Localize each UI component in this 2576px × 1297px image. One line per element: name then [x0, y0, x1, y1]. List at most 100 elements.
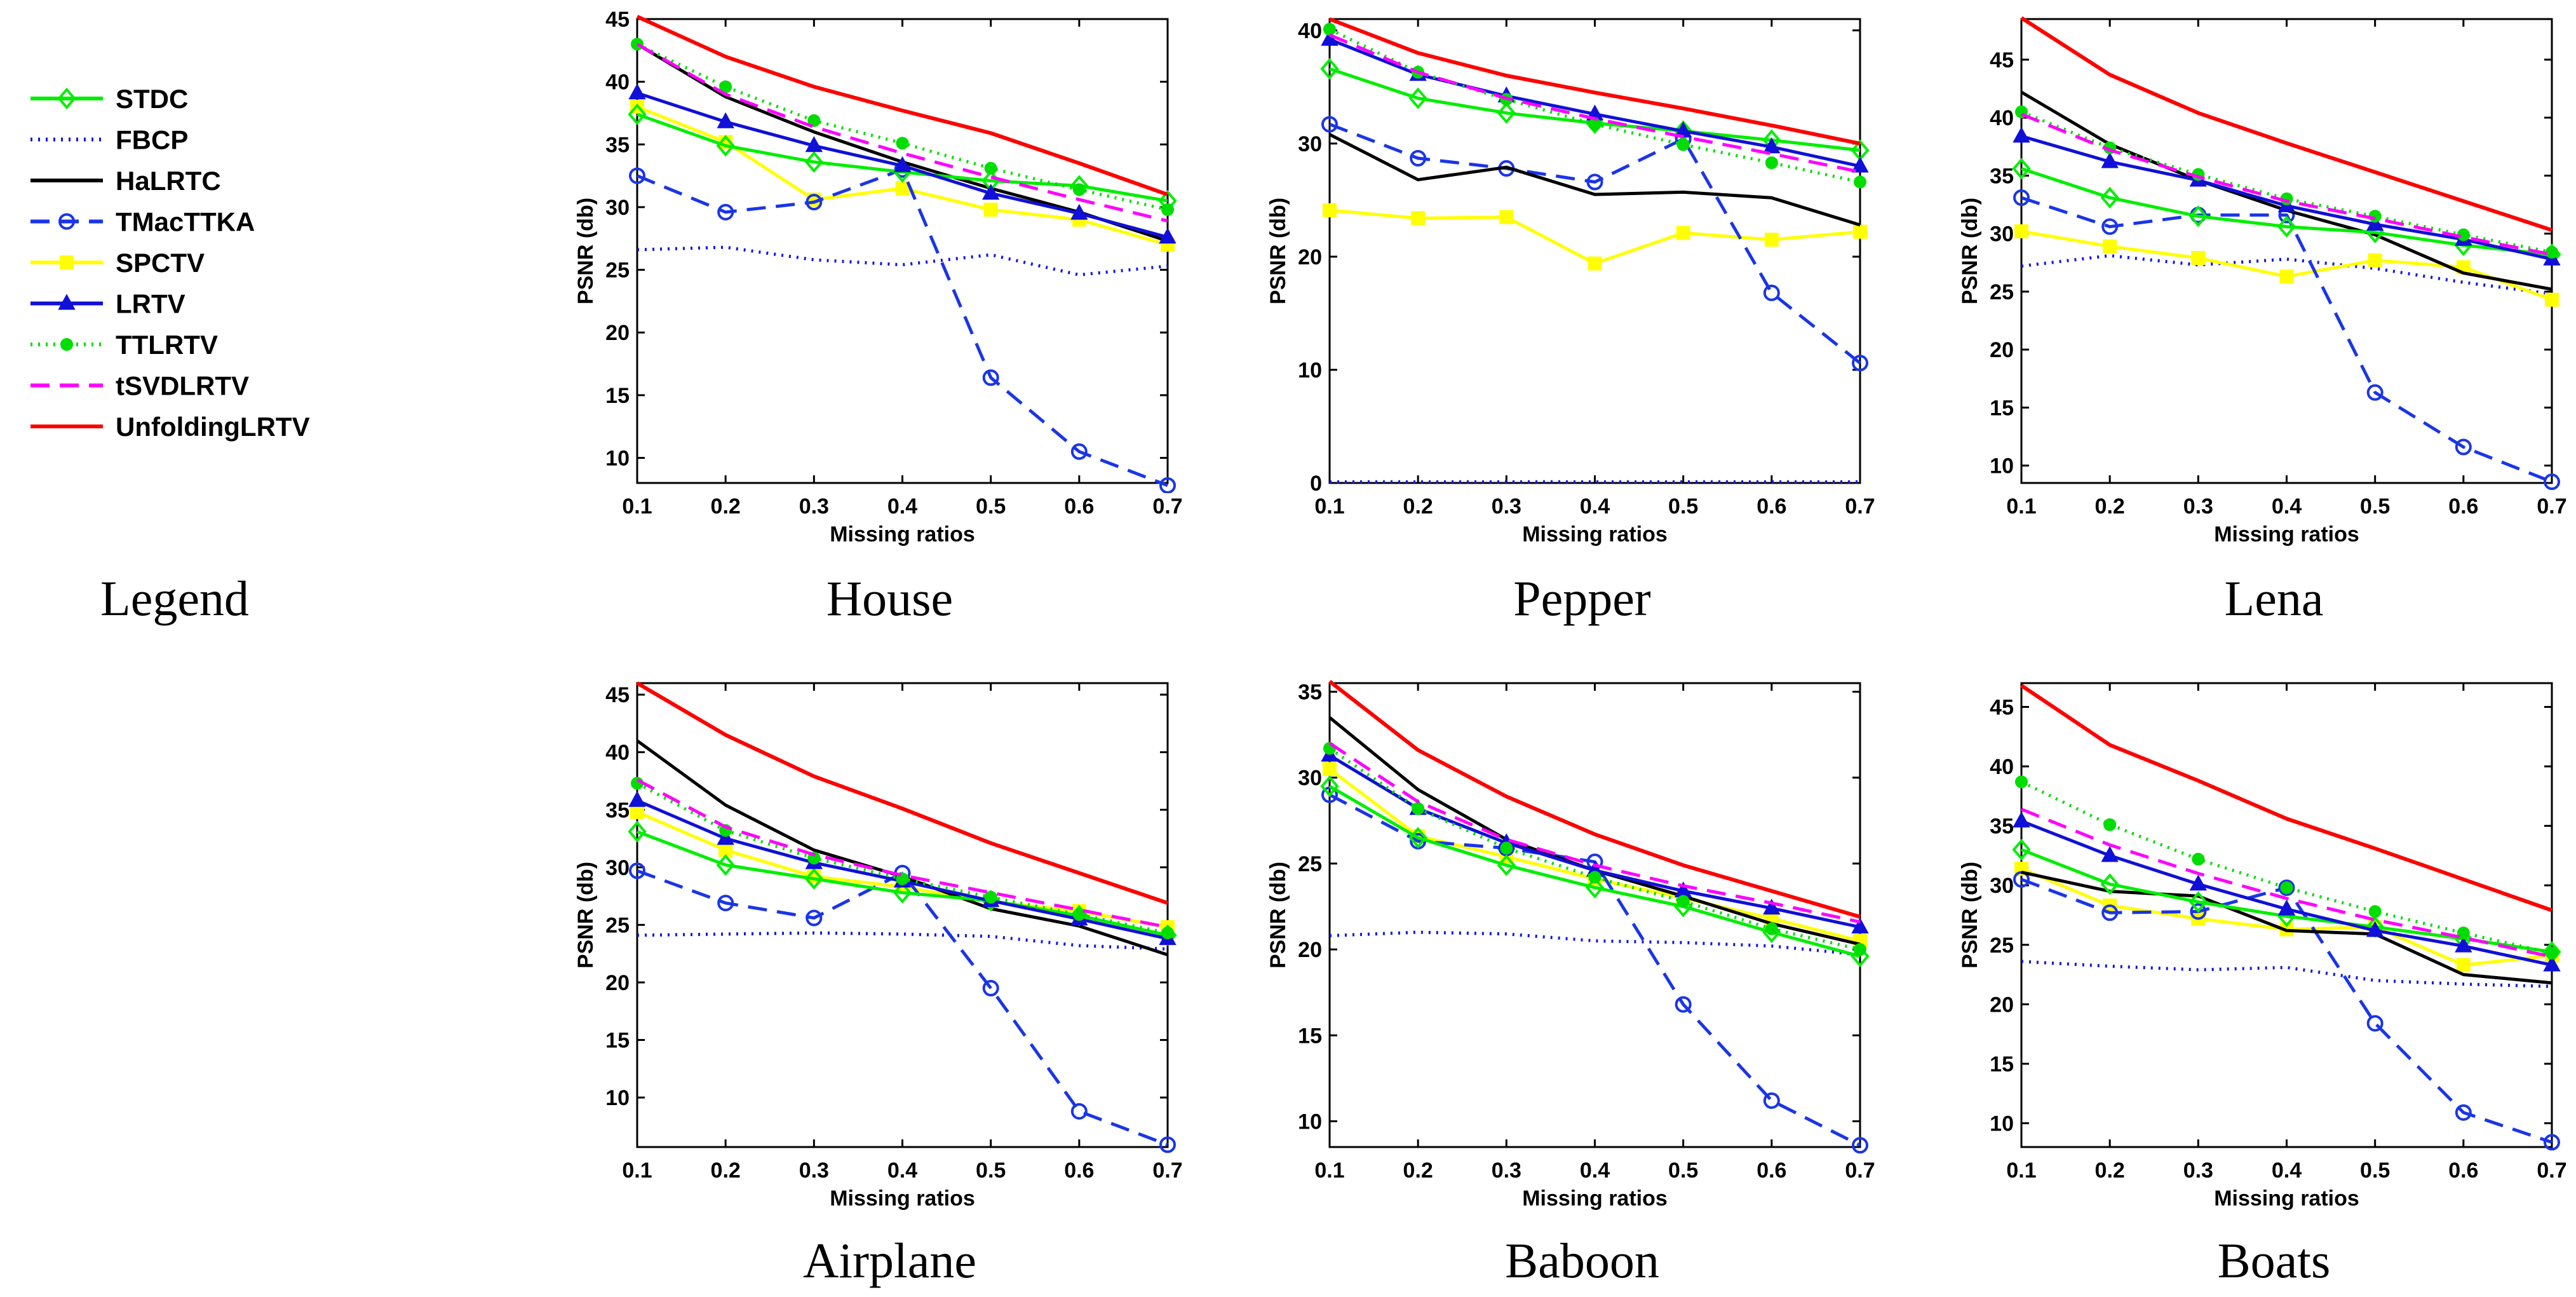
x-tick-label: 0.3 [799, 494, 829, 519]
series-line [637, 931, 1168, 951]
data-point [2277, 899, 2296, 916]
series-unfoldinglrtv [2020, 684, 2552, 913]
x-tick-label: 0.7 [1845, 494, 1875, 519]
legend-caption: Legend [100, 571, 249, 626]
data-point [982, 980, 999, 997]
x-tick-label: 0.4 [2272, 494, 2302, 519]
y-tick-label: 10 [1298, 358, 1322, 383]
y-tick-label: 20 [1298, 938, 1322, 962]
y-tick-label: 45 [605, 8, 630, 32]
data-point [717, 829, 734, 845]
y-tick-label: 30 [1990, 222, 2014, 247]
series-line [636, 43, 1168, 223]
y-tick-label: 35 [605, 798, 630, 822]
legend-label: UnfoldingLRTV [116, 412, 310, 442]
x-tick-label: 0.3 [799, 1158, 829, 1183]
data-point [2188, 891, 2208, 913]
series-group [2012, 684, 2561, 1151]
chart-title: Lena [2225, 571, 2324, 626]
x-tick-label: 0.1 [622, 1158, 652, 1183]
data-point [896, 137, 909, 150]
chart-title: House [826, 571, 953, 626]
data-point [1588, 256, 1602, 271]
data-point [1854, 175, 1866, 189]
y-tick-label: 40 [605, 71, 630, 95]
plot-area [1328, 682, 1861, 1148]
data-point [1851, 156, 1869, 173]
data-point [2546, 946, 2558, 960]
y-tick-label: 20 [1990, 338, 2014, 362]
chart-baboon: 10 15 20 25 30 35 0.1 0.2 0.3 0.4 0.5 0.6 0.7 Missing… [1266, 679, 1875, 1288]
data-point [1323, 203, 1337, 217]
y-tick-label: 30 [1298, 132, 1322, 156]
series-tsvdlrtv [636, 43, 1168, 223]
data-point [2366, 1015, 2384, 1032]
series-tmacttka [2013, 189, 2560, 491]
series-tsvdlrtv [1328, 742, 1861, 924]
data-point [806, 909, 823, 927]
data-point [1320, 58, 1339, 80]
data-point [806, 194, 823, 211]
series-spctv [2014, 224, 2559, 307]
x-tick-label: 0.6 [1064, 494, 1094, 519]
x-tick-label: 0.4 [1580, 1158, 1610, 1183]
x-tick-label: 0.3 [2183, 494, 2213, 519]
data-point [1161, 927, 1174, 940]
y-tick-label: 15 [1990, 1052, 2014, 1076]
data-point [630, 805, 644, 819]
data-point [2543, 955, 2561, 972]
x-axis-label: Missing ratios [2214, 1186, 2359, 1211]
data-point [1852, 355, 1868, 372]
data-point [1851, 917, 1869, 934]
y-tick-label: 40 [1990, 106, 2014, 130]
data-point [2101, 846, 2119, 862]
chart-house: 10 15 20 25 30 35 40 45 0.1 0.2 0.3 0.4 0.5 0.6 0.7 Mis… [574, 8, 1183, 626]
x-tick-label: 0.6 [2448, 494, 2478, 519]
data-point [1853, 224, 1867, 239]
data-point [2103, 239, 2117, 254]
y-tick-label: 30 [605, 196, 630, 220]
data-point [1320, 775, 1339, 798]
legend-item-tsvdlrtv: tSVDLRTV [30, 371, 249, 401]
series-unfoldinglrtv [636, 15, 1169, 197]
y-tick-label: 30 [1990, 874, 2014, 898]
data-point [1854, 943, 1866, 956]
series-unfoldinglrtv [636, 681, 1168, 905]
series-halrtc [1328, 133, 1861, 227]
data-point [1411, 211, 1426, 226]
data-point [1764, 233, 1779, 247]
data-point [1072, 908, 1086, 921]
data-point [1676, 895, 1690, 908]
series-line [2021, 808, 2552, 958]
series-line [2021, 960, 2552, 988]
series-line [2021, 112, 2552, 256]
data-point [2191, 250, 2206, 265]
y-tick-label: 20 [605, 971, 630, 995]
data-point [2456, 958, 2471, 972]
series-group [1320, 679, 1870, 1154]
x-tick-label: 0.1 [1314, 494, 1344, 519]
data-point [1588, 871, 1602, 884]
x-tick-label: 0.4 [887, 494, 917, 519]
x-tick-label: 0.7 [1845, 1158, 1875, 1183]
legend-label: TMacTTKA [116, 207, 255, 237]
data-point [2366, 214, 2384, 231]
data-point [628, 83, 646, 100]
data-point [2100, 186, 2119, 209]
data-point [1070, 1103, 1088, 1120]
data-point [805, 136, 823, 153]
series-line [637, 869, 1168, 1146]
data-point [1323, 762, 1337, 777]
y-tick-label: 10 [1990, 454, 2014, 479]
y-axis-label: PSNR (db) [574, 198, 598, 304]
x-tick-label: 0.6 [1757, 1158, 1786, 1183]
legend-item-stdc: STDC [30, 84, 188, 114]
series-ttlrtv [631, 37, 1174, 216]
data-point [2189, 874, 2208, 891]
chart-lena: 10 15 20 25 30 35 40 45 0.1 0.2 0.3 0.4 0.5 0.6 0.7 Mis… [1958, 16, 2567, 626]
legend-marker [57, 87, 76, 110]
data-point [981, 184, 1000, 200]
data-point [804, 151, 823, 173]
data-point [804, 867, 823, 890]
data-point [1072, 183, 1086, 196]
